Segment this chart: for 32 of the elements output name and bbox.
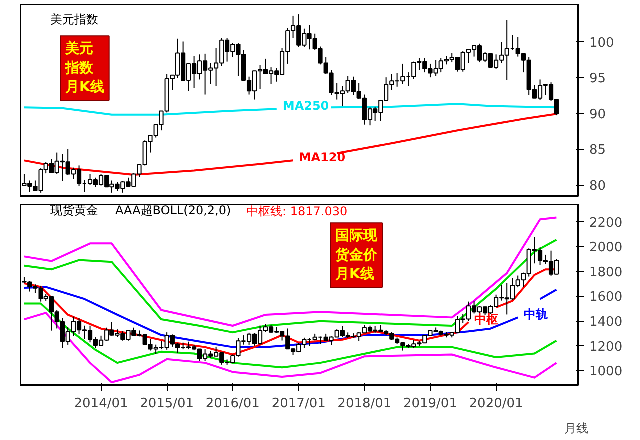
x-tick-label: 2018/01 (338, 396, 392, 412)
line-series (23, 216, 558, 327)
y-tick-label: 2000 (590, 240, 623, 256)
chart-title: 现货黄金 (50, 204, 98, 218)
y-tick-label: 95 (590, 72, 606, 87)
series-label: MA250 (282, 99, 330, 114)
x-tick-label: 2015/01 (140, 396, 194, 412)
y-tick-label: 1200 (590, 340, 623, 355)
x-tick-label: 2016/01 (206, 396, 260, 412)
line-series (23, 302, 558, 369)
y-tick-label: 100 (590, 36, 614, 51)
series-label: MA120 (299, 150, 346, 165)
x-tick-label: 2017/01 (272, 396, 326, 412)
annotation: 美元指数月K线 (64, 40, 104, 96)
x-tick-label: 2019/01 (403, 396, 458, 412)
y-tick-label: 1800 (590, 265, 623, 280)
x-tick-label: 2014/01 (74, 396, 128, 412)
chart-subtitle: AAA超BOLL(20,2,0) (116, 204, 232, 218)
annotation: 国际现货金价月K线 (334, 228, 378, 282)
y-tick-label: 1600 (590, 290, 623, 306)
y-tick-label: 1400 (590, 315, 623, 330)
y-tick-label: 90 (590, 107, 606, 122)
x-tick-label: 2020/01 (469, 396, 524, 412)
y-tick-label: 80 (590, 179, 606, 194)
text: 美元指数 (50, 12, 98, 26)
series-label: 中轨 (524, 308, 548, 322)
y-tick-label: 85 (590, 143, 606, 158)
series-label: 中枢 (474, 312, 499, 326)
x-axis-title: 月线 (564, 422, 588, 436)
y-tick-label: 1000 (590, 364, 623, 380)
y-tick-label: 2200 (590, 216, 623, 231)
annotation: 中枢线: 1817.030 (246, 204, 348, 218)
